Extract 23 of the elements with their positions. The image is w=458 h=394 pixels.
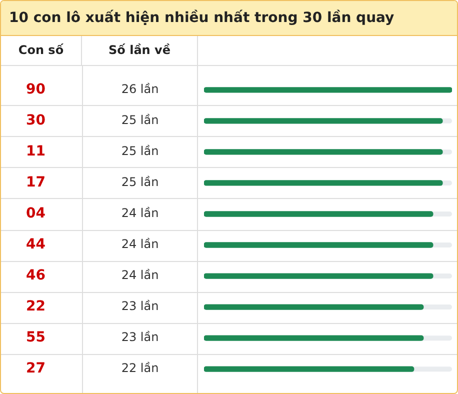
y-tick-label: 46: [26, 268, 46, 284]
y-tick-label: 22: [26, 298, 46, 315]
y-tick-label: 04: [26, 206, 46, 222]
data-label: 26 lần: [121, 82, 159, 96]
y-tick-label: 30: [26, 112, 46, 129]
x-axis-title: Số lần về: [82, 36, 198, 65]
y-axis-title: Con số: [1, 36, 82, 65]
data-label: 25 lần: [121, 113, 159, 128]
y-tick-label: 55: [26, 330, 46, 346]
data-label: 23 lần: [121, 330, 159, 344]
y-tick-label: 17: [26, 174, 46, 191]
data-label: 24 lần: [121, 268, 159, 282]
chart-title: 10 con lô xuất hiện nhiều nhất trong 30 lần quay: [1, 1, 457, 36]
data-label: 25 lần: [121, 175, 159, 190]
data-label: 23 lần: [121, 299, 159, 314]
data-label: 22 lần: [121, 361, 159, 376]
y-tick-label: 27: [26, 360, 46, 377]
data-label: 24 lần: [121, 206, 159, 220]
y-tick-label: 90: [26, 82, 46, 98]
data-label: 25 lần: [121, 144, 159, 158]
y-tick-label: 44: [26, 236, 46, 253]
y-tick-label: 11: [26, 144, 46, 160]
data-label: 24 lần: [121, 237, 159, 252]
